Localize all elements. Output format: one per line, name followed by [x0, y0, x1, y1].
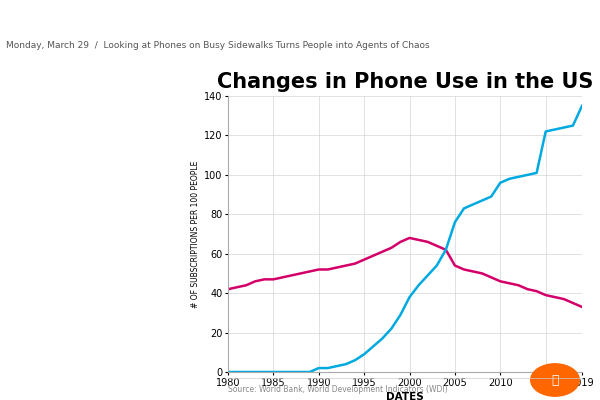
Title: Changes in Phone Use in the US: Changes in Phone Use in the US [217, 72, 593, 92]
X-axis label: DATES: DATES [386, 392, 424, 400]
Text: Monday, March 29  /  Looking at Phones on Busy Sidewalks Turns People into Agent: Monday, March 29 / Looking at Phones on … [6, 40, 430, 50]
Text: Source: World Bank, World Development Indicators (WDI): Source: World Bank, World Development In… [228, 385, 448, 394]
Text: ⧉: ⧉ [551, 374, 559, 386]
Text: the juice: the juice [29, 8, 103, 22]
Text: ≡: ≡ [9, 6, 25, 24]
Text: Home: Home [480, 10, 513, 20]
Y-axis label: # OF SUBSCRIPTIONS PER 100 PEOPLE: # OF SUBSCRIPTIONS PER 100 PEOPLE [191, 160, 200, 308]
Circle shape [531, 364, 580, 396]
Text: Daily Juice: Daily Juice [528, 10, 593, 20]
